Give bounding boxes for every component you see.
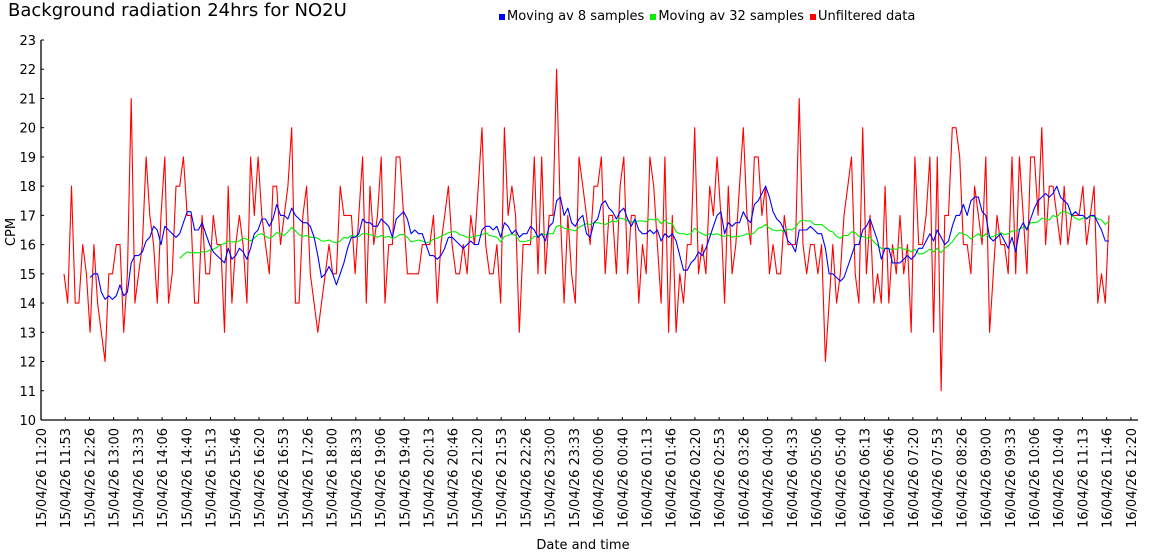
x-tick-label: 15/04/26 14:06	[156, 428, 171, 528]
legend-swatch-blue	[499, 13, 505, 20]
y-tick-label: 16	[19, 239, 36, 254]
x-tick-label: 16/04/26 08:26	[955, 428, 970, 528]
y-axis-label: CPM	[4, 218, 19, 246]
x-tick-label: 15/04/26 19:40	[398, 428, 413, 528]
x-tick-label: 15/04/26 20:46	[447, 428, 462, 528]
x-tick-label: 15/04/26 21:20	[471, 428, 486, 528]
x-tick-label: 16/04/26 10:06	[1028, 428, 1043, 528]
x-tick-label: 15/04/26 12:26	[83, 428, 98, 528]
legend-item-ma32: Moving av 32 samples	[650, 9, 804, 24]
x-tick-label: 15/04/26 16:53	[277, 428, 292, 528]
x-tick-label: 16/04/26 07:53	[931, 428, 946, 528]
legend: Moving av 8 samples Moving av 32 samples…	[499, 9, 915, 24]
x-tick-label: 15/04/26 11:20	[35, 428, 50, 528]
x-tick-label: 15/04/26 15:13	[205, 428, 220, 528]
y-tick-label: 15	[19, 268, 36, 283]
y-tick-label: 20	[19, 122, 36, 137]
x-tick-label: 15/04/26 18:00	[326, 428, 341, 528]
chart-title: Background radiation 24hrs for NO2U	[8, 0, 347, 21]
y-tick-label: 22	[19, 63, 36, 78]
legend-label: Moving av 32 samples	[658, 9, 804, 24]
series-ma8-line	[89, 185, 1109, 300]
x-tick-label: 16/04/26 11:13	[1076, 428, 1091, 528]
y-tick-label: 23	[19, 34, 36, 49]
x-tick-label: 15/04/26 20:13	[423, 428, 438, 528]
x-tick-label: 16/04/26 12:20	[1125, 428, 1140, 528]
x-tick-label: 15/04/26 14:40	[180, 428, 195, 528]
y-tick-label: 13	[19, 326, 36, 341]
x-tick-label: 15/04/26 11:53	[59, 428, 74, 528]
x-tick-label: 16/04/26 04:00	[762, 428, 777, 528]
legend-swatch-red	[809, 13, 816, 20]
x-tick-label: 16/04/26 01:13	[641, 428, 656, 528]
x-tick-label: 16/04/26 05:06	[810, 428, 825, 528]
x-tick-label: 16/04/26 04:33	[786, 428, 801, 528]
x-tick-label: 15/04/26 22:26	[519, 428, 534, 528]
x-tick-label: 16/04/26 00:40	[616, 428, 631, 528]
x-tick-label: 16/04/26 05:40	[834, 428, 849, 528]
x-tick-label: 15/04/26 13:00	[108, 428, 123, 528]
x-tick-label: 15/04/26 23:33	[568, 428, 583, 528]
y-tick-label: 12	[19, 356, 36, 371]
series-ma32-line	[179, 211, 1110, 259]
y-tick-label: 19	[19, 151, 36, 166]
legend-swatch-green	[650, 13, 657, 20]
y-tick-label: 17	[19, 209, 36, 224]
x-tick-label: 15/04/26 16:20	[253, 428, 268, 528]
x-tick-label: 15/04/26 15:46	[229, 428, 244, 528]
x-tick-label: 16/04/26 01:46	[665, 428, 680, 528]
x-tick-label: 16/04/26 02:20	[689, 428, 704, 528]
x-axis-label: Date and time	[536, 538, 629, 553]
x-tick-label: 16/04/26 09:00	[980, 428, 995, 528]
x-tick-label: 15/04/26 21:53	[495, 428, 510, 528]
x-tick-label: 16/04/26 09:33	[1004, 428, 1019, 528]
x-tick-label: 16/04/26 00:06	[592, 428, 607, 528]
y-tick-label: 11	[19, 385, 36, 400]
x-tick-label: 16/04/26 06:46	[883, 428, 898, 528]
y-tick-label: 10	[19, 414, 36, 429]
legend-item-unfiltered: Unfiltered data	[809, 9, 916, 24]
legend-label: Unfiltered data	[817, 9, 916, 24]
x-tick-label: 15/04/26 19:06	[374, 428, 389, 528]
x-tick-label: 15/04/26 17:26	[301, 428, 316, 528]
y-tick-label: 21	[19, 92, 36, 107]
x-tick-label: 15/04/26 23:00	[544, 428, 559, 528]
x-tick-label: 16/04/26 06:13	[858, 428, 873, 528]
series-unfiltered-line	[63, 68, 1110, 392]
x-tick-label: 16/04/26 10:40	[1052, 428, 1067, 528]
x-tick-label: 16/04/26 02:53	[713, 428, 728, 528]
y-tick-label: 18	[19, 180, 36, 195]
y-tick-label: 14	[19, 297, 36, 312]
x-tick-label: 15/04/26 18:33	[350, 428, 365, 528]
x-tick-label: 15/04/26 13:33	[132, 428, 147, 528]
x-tick-label: 16/04/26 11:46	[1101, 428, 1116, 528]
x-tick-label: 16/04/26 03:26	[737, 428, 752, 528]
legend-label: Moving av 8 samples	[507, 9, 645, 24]
legend-item-ma8: Moving av 8 samples	[499, 9, 644, 24]
x-tick-label: 16/04/26 07:20	[907, 428, 922, 528]
